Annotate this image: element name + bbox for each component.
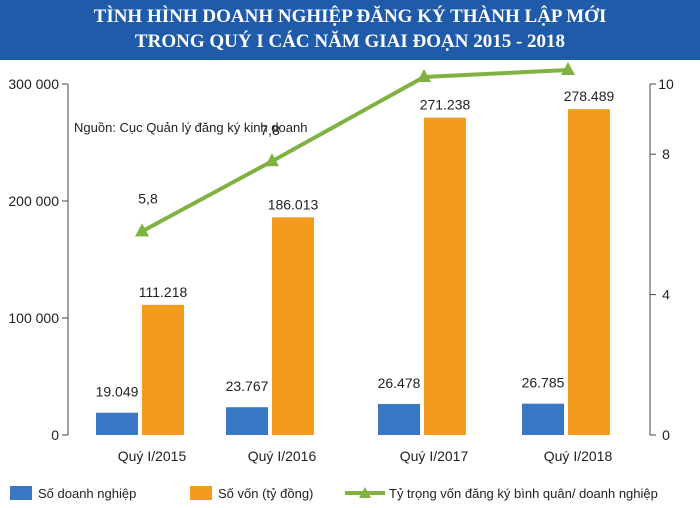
right-axis-tick-label: 0 bbox=[662, 427, 670, 443]
bar-label-capital: 111.218 bbox=[139, 284, 188, 300]
legend-item-enterprises: Số doanh nghiệp bbox=[10, 486, 136, 501]
legend-label-capital: Số vốn (tỷ đồng) bbox=[218, 486, 314, 501]
bar-enterprises bbox=[378, 404, 420, 435]
bar-enterprises bbox=[96, 412, 138, 435]
legend-swatch-capital bbox=[190, 486, 212, 500]
bar-label-capital: 271.238 bbox=[420, 97, 471, 113]
x-axis-label: Quý I/2017 bbox=[400, 448, 469, 464]
chart-plot: 0 100 000 200 000 300 000 0 4 8 10 Nguồn: Cục Qu… bbox=[8, 61, 674, 464]
left-axis-tick-label: 200 000 bbox=[8, 193, 59, 209]
x-axis-label: Quý I/2016 bbox=[248, 448, 317, 464]
bar-enterprises bbox=[226, 407, 268, 435]
bar-enterprises bbox=[522, 403, 564, 435]
source-note: Nguồn: Cục Quản lý đăng ký kinh doanh bbox=[74, 120, 307, 135]
legend-swatch-enterprises bbox=[10, 486, 32, 500]
ratio-label: 5,8 bbox=[138, 190, 158, 206]
left-axis-tick-label: 100 000 bbox=[8, 310, 59, 326]
ratio-marker bbox=[135, 223, 149, 237]
legend-item-ratio: Tỷ trọng vốn đăng ký bình quân/ doanh ng… bbox=[345, 486, 658, 501]
bar-capital bbox=[142, 304, 184, 435]
bar-label-capital: 278.489 bbox=[564, 88, 615, 104]
chart-title-line-2: TRONG QUÝ I CÁC NĂM GIAI ĐOẠN 2015 - 201… bbox=[134, 31, 566, 52]
ratio-marker bbox=[417, 68, 431, 82]
chart-title-line-1: TÌNH HÌNH DOANH NGHIỆP ĐĂNG KÝ THÀNH LẬP… bbox=[93, 6, 607, 27]
right-axis-tick-label: 4 bbox=[662, 287, 670, 303]
bar-capital bbox=[424, 117, 466, 435]
left-axis-tick-label: 0 bbox=[51, 427, 59, 443]
bar-capital bbox=[568, 109, 610, 435]
ratio-label: 7,8 bbox=[260, 122, 280, 138]
bar-label-enterprises: 19.049 bbox=[96, 384, 139, 400]
right-axis-tick-label: 8 bbox=[662, 146, 670, 162]
x-axis-label: Quý I/2018 bbox=[544, 448, 613, 464]
legend-item-capital: Số vốn (tỷ đồng) bbox=[190, 486, 313, 501]
x-axis-label: Quý I/2015 bbox=[118, 448, 187, 464]
ratio-marker bbox=[561, 61, 575, 75]
left-axis-tick-label: 300 000 bbox=[8, 76, 59, 92]
legend-swatch-ratio bbox=[345, 487, 385, 498]
legend-label-ratio: Tỷ trọng vốn đăng ký bình quân/ doanh ng… bbox=[389, 486, 658, 501]
bar-label-enterprises: 23.767 bbox=[226, 378, 269, 394]
right-axis-tick-label: 10 bbox=[658, 76, 674, 92]
bar-label-enterprises: 26.478 bbox=[378, 375, 421, 391]
bar-capital bbox=[272, 217, 314, 435]
title-banner: TÌNH HÌNH DOANH NGHIỆP ĐĂNG KÝ THÀNH LẬP… bbox=[0, 0, 700, 60]
ratio-marker bbox=[265, 153, 279, 167]
legend-label-enterprises: Số doanh nghiệp bbox=[38, 486, 137, 501]
bar-label-capital: 186.013 bbox=[268, 196, 319, 212]
bar-label-enterprises: 26.785 bbox=[522, 375, 565, 391]
ratio-line bbox=[141, 67, 569, 234]
